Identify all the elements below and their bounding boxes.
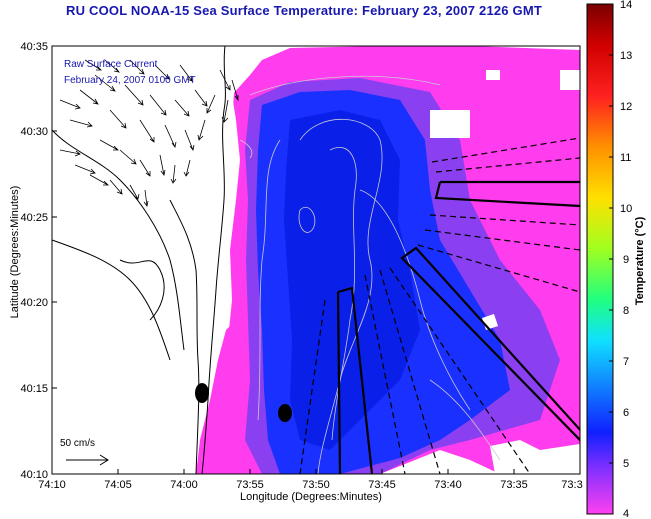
x-tick-marks bbox=[51, 469, 581, 474]
colorbar-tick-label: 13 bbox=[620, 50, 632, 62]
land-mass bbox=[52, 46, 236, 474]
legend-line-2: February 24, 2007 0100 GMT bbox=[64, 75, 196, 86]
colorbar-tick-label: 11 bbox=[620, 152, 631, 164]
transect-lines bbox=[299, 137, 580, 474]
colorbar-ticks bbox=[609, 3, 613, 515]
colorbar-tick-label: 4 bbox=[623, 508, 629, 519]
current-legend: Raw Surface Current February 24, 2007 01… bbox=[64, 57, 196, 89]
x-tick-labels: 74:10 74:05 74:00 73:55 73:50 73:45 73:4… bbox=[38, 479, 582, 491]
radar-site-marker bbox=[195, 383, 209, 403]
current-vectors bbox=[59, 59, 239, 207]
colorbar-tick-label: 5 bbox=[623, 458, 629, 470]
bathymetry-contours bbox=[239, 75, 501, 474]
radar-site-marker bbox=[278, 404, 292, 422]
map-title: RU COOL NOAA-15 Sea Surface Temperature:… bbox=[66, 3, 543, 18]
survey-boxes bbox=[336, 180, 580, 474]
x-tick-label: 73:45 bbox=[368, 479, 396, 491]
y-tick-label: 40:10 bbox=[20, 469, 48, 481]
coastal-warm-strip bbox=[196, 320, 240, 474]
y-tick-labels: 40:35 40:30 40:25 40:20 40:15 40:10 bbox=[20, 41, 48, 481]
colorbar-tick-label: 14 bbox=[620, 0, 632, 11]
colorbar-tick-label: 10 bbox=[620, 203, 632, 215]
x-tick-label: 74:10 bbox=[38, 479, 66, 491]
scale-arrow bbox=[66, 454, 109, 466]
colorbar-tick-label: 8 bbox=[623, 305, 629, 317]
x-tick-label: 74:05 bbox=[104, 479, 132, 491]
colorbar-tick-label: 6 bbox=[623, 407, 629, 419]
x-tick-label: 73:55 bbox=[236, 479, 264, 491]
x-tick-label: 74:00 bbox=[170, 479, 198, 491]
cloud-patch bbox=[430, 110, 470, 138]
legend-line-1: Raw Surface Current bbox=[64, 59, 158, 70]
y-tick-label: 40:20 bbox=[20, 297, 48, 309]
coastline bbox=[52, 46, 226, 474]
cloud-patch bbox=[486, 70, 500, 80]
y-tick-label: 40:30 bbox=[20, 126, 48, 138]
x-axis-label: Longitude (Degrees:Minutes) bbox=[240, 491, 382, 503]
y-tick-label: 40:15 bbox=[20, 383, 48, 395]
sst-core-region bbox=[284, 110, 420, 450]
x-tick-label: 73:40 bbox=[434, 479, 462, 491]
colorbar-label: Temperature (°C) bbox=[634, 216, 646, 306]
colorbar-tick-label: 7 bbox=[623, 356, 629, 368]
cloud-patch bbox=[490, 440, 580, 474]
x-tick-label: 73:3 bbox=[561, 479, 582, 491]
x-tick-label: 73:50 bbox=[302, 479, 330, 491]
x-tick-label: 73:35 bbox=[500, 479, 528, 491]
y-tick-marks bbox=[52, 45, 57, 475]
colorbar-tick-label: 12 bbox=[620, 101, 632, 113]
scale-label: 50 cm/s bbox=[60, 438, 96, 449]
y-tick-label: 40:25 bbox=[20, 212, 48, 224]
colorbar bbox=[586, 3, 614, 515]
y-tick-label: 40:35 bbox=[20, 41, 48, 53]
colorbar-labels: 14 13 12 11 10 9 8 7 6 5 4 bbox=[620, 0, 632, 519]
cloud-patch bbox=[560, 70, 580, 90]
colorbar-tick-label: 9 bbox=[623, 254, 629, 266]
